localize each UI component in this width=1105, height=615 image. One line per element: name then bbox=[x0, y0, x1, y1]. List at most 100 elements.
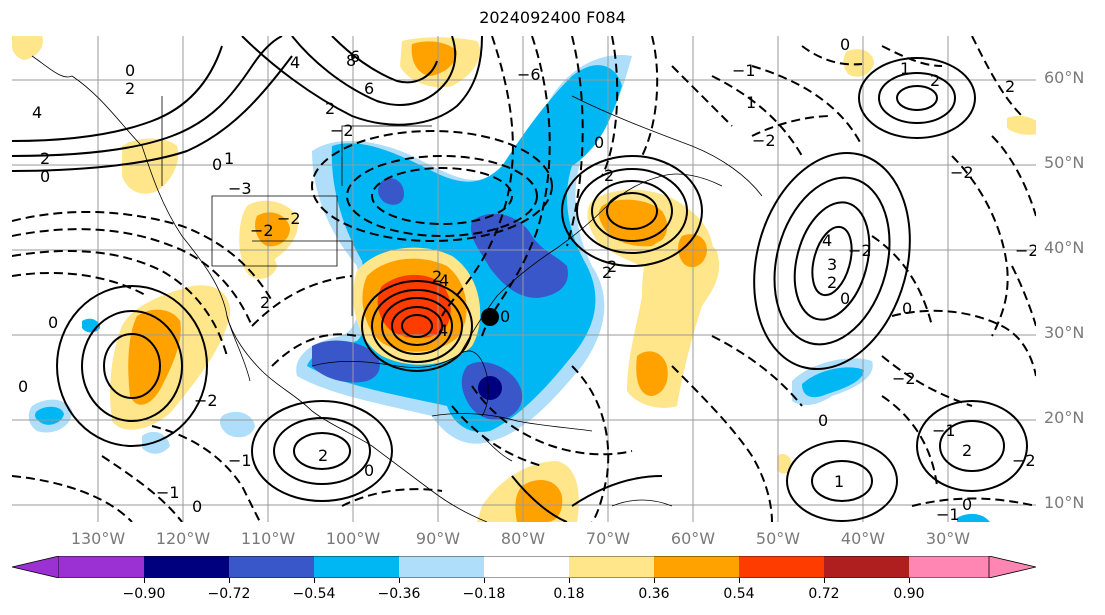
colorbar-tick bbox=[739, 578, 740, 583]
colorbar-bin bbox=[229, 556, 314, 578]
contour-label: 0 bbox=[192, 497, 202, 516]
colorbar-tick bbox=[144, 578, 145, 583]
colorbar-bin bbox=[569, 556, 654, 578]
colorbar-label: −0.18 bbox=[462, 586, 506, 602]
contour-label: 1 bbox=[900, 59, 910, 78]
colorbar-bin bbox=[739, 556, 824, 578]
colorbar-bin bbox=[144, 556, 229, 578]
lon-label-30w: 30°W bbox=[925, 529, 971, 548]
contour-label: 2 bbox=[432, 267, 442, 286]
contour-label: 4 bbox=[32, 103, 42, 122]
contour-label: 2 bbox=[930, 71, 940, 90]
colorbar-tick bbox=[229, 578, 230, 583]
shade-yellow-canada bbox=[122, 138, 179, 194]
contour-label: 6 bbox=[350, 47, 360, 66]
storm-center-dot[interactable] bbox=[481, 308, 499, 326]
contour-label: 0 bbox=[902, 299, 912, 318]
contour-label: 0 bbox=[18, 377, 28, 396]
contour-label: 8 bbox=[346, 51, 356, 70]
contour-label: 2 bbox=[602, 263, 612, 282]
lon-label-60w: 60°W bbox=[670, 529, 716, 548]
contour-label: 4 bbox=[822, 231, 832, 250]
contour-label: 2 bbox=[1005, 77, 1015, 96]
lon-label-40w: 40°W bbox=[840, 529, 886, 548]
contour-label: 1 bbox=[224, 149, 234, 168]
map-title: 2024092400 F084 bbox=[479, 8, 626, 27]
contour-label: 6 bbox=[364, 79, 374, 98]
colorbar-tick bbox=[654, 578, 655, 583]
shade-blue-pacific-2 bbox=[219, 411, 255, 438]
shade-mid-blue-north bbox=[378, 178, 404, 205]
colorbar-extend-high bbox=[988, 555, 1037, 579]
shade-yellow-mid-atlantic bbox=[777, 454, 792, 474]
colorbar-bin bbox=[399, 556, 484, 578]
colorbar-bin bbox=[909, 556, 989, 578]
solid-contours bbox=[12, 36, 1028, 522]
contour-label: −2 bbox=[892, 369, 916, 388]
lon-label-50w: 50°W bbox=[755, 529, 801, 548]
dashed-contours bbox=[12, 36, 1036, 522]
colorbar-tick bbox=[824, 578, 825, 583]
colorbar-label: −0.54 bbox=[292, 586, 336, 602]
contour-label: −2 bbox=[250, 221, 274, 240]
map-panel[interactable]: 0 2 4 0 2 4 6 8 2 6 −2 −6 0 1 0 −3 −2 −2… bbox=[12, 36, 1036, 522]
lat-label-60n: 60°N bbox=[1044, 68, 1085, 87]
colorbar-bin bbox=[824, 556, 909, 578]
shade-yellow-top-left bbox=[12, 36, 43, 60]
shade-yellow-east-top bbox=[843, 49, 874, 77]
lat-label-30n: 30°N bbox=[1044, 323, 1085, 342]
lon-label-100w: 100°W bbox=[325, 529, 381, 548]
colorbar-bin bbox=[59, 556, 144, 578]
contour-label: −6 bbox=[517, 65, 541, 84]
lon-label-130w: 130°W bbox=[70, 529, 126, 548]
contour-label: −2 bbox=[848, 241, 872, 260]
contour-label: 2 bbox=[962, 441, 972, 460]
colorbar-label: 0.72 bbox=[808, 586, 840, 602]
colorbar-label: 0.18 bbox=[553, 586, 585, 602]
shade-yellow-east-edge bbox=[1007, 115, 1036, 135]
contour-label: −1 bbox=[156, 483, 180, 502]
contour-label: 2 bbox=[260, 293, 270, 312]
contour-label: 2 bbox=[604, 166, 614, 185]
contour-label: −2 bbox=[194, 391, 218, 410]
shade-orange-nw bbox=[255, 212, 290, 247]
shade-blue-se-corner bbox=[957, 513, 990, 522]
colorbar-label: 0.54 bbox=[723, 586, 755, 602]
contour-label: 4 bbox=[439, 271, 449, 290]
colorbar-tick bbox=[484, 578, 485, 583]
shade-dark-blue-se bbox=[478, 376, 502, 400]
colorbar-label: −0.90 bbox=[122, 586, 166, 602]
contour-label: 0 bbox=[962, 495, 972, 514]
contour-label: 2 bbox=[318, 446, 328, 465]
contour-label: −2 bbox=[752, 131, 776, 150]
contour-label: −2 bbox=[1015, 241, 1036, 260]
coastlines bbox=[31, 55, 763, 522]
colorbar-label: −0.36 bbox=[377, 586, 421, 602]
contour-label: 4 bbox=[438, 321, 448, 340]
lon-label-80w: 80°W bbox=[500, 529, 546, 548]
contour-label: 0 bbox=[818, 411, 828, 430]
colorbar-bin bbox=[654, 556, 739, 578]
contour-label: −3 bbox=[228, 179, 252, 198]
colorbar-label: −0.72 bbox=[207, 586, 251, 602]
colorbar-label: 0.90 bbox=[893, 586, 925, 602]
contour-label: 2 bbox=[607, 257, 617, 276]
lon-label-120w: 120°W bbox=[155, 529, 211, 548]
contour-label: 3 bbox=[827, 255, 837, 274]
contour-label: 1 bbox=[834, 472, 844, 491]
colorbar bbox=[11, 555, 1037, 579]
lat-label-50n: 50°N bbox=[1044, 153, 1085, 172]
contour-label: 0 bbox=[594, 133, 604, 152]
colorbar-tick bbox=[314, 578, 315, 583]
contour-label: 0 bbox=[840, 289, 850, 308]
contour-label: −2 bbox=[950, 163, 974, 182]
contour-label: 2 bbox=[125, 79, 135, 98]
contour-labels: 0 2 4 0 2 4 6 8 2 6 −2 −6 0 1 0 −3 −2 −2… bbox=[18, 36, 1036, 522]
colorbar-bin bbox=[484, 556, 569, 578]
contour-label: 2 bbox=[40, 149, 50, 168]
contour-label: 0 bbox=[40, 167, 50, 186]
contour-label: −1 bbox=[936, 505, 960, 522]
lat-label-10n: 10°N bbox=[1044, 493, 1085, 512]
shade-orange-west bbox=[128, 309, 181, 405]
shade-orange-central-am bbox=[515, 480, 563, 522]
